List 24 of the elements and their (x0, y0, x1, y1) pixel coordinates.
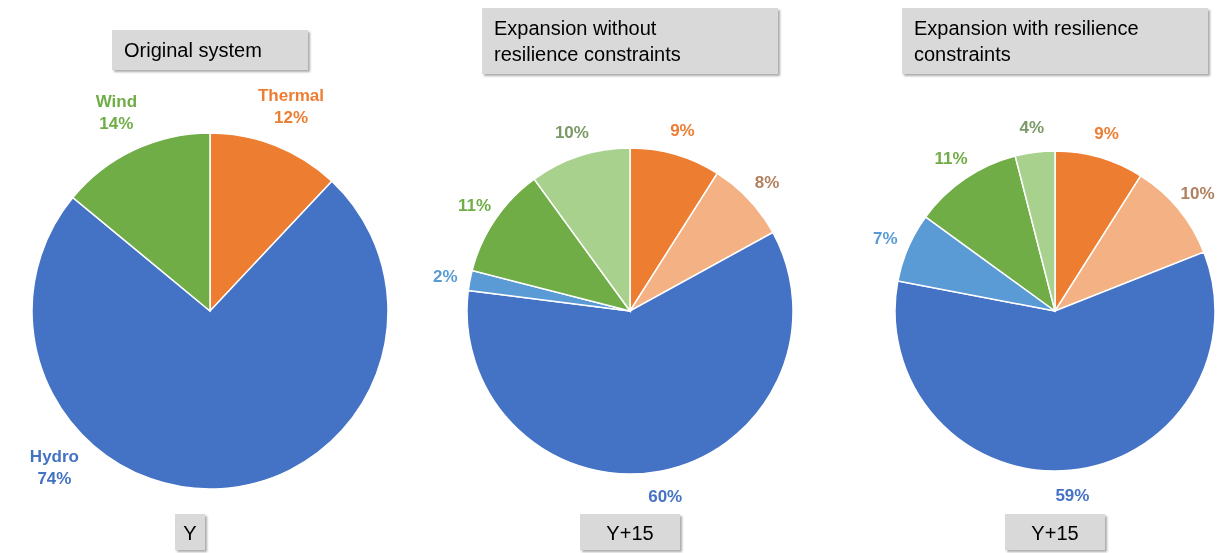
data-label: 14% (99, 113, 134, 133)
data-label: 8% (754, 173, 780, 193)
text: Y (183, 522, 197, 544)
data-label: 10% (554, 123, 589, 143)
data-label: 2% (433, 266, 458, 286)
slice-label: Thermal (257, 86, 325, 106)
data-label: 74% (37, 468, 72, 488)
slice-label: Wind (95, 91, 138, 111)
data-label: 59% (1055, 486, 1090, 506)
data-label: 11% (934, 148, 968, 168)
chart-title: Expansion without resilience constraints (494, 17, 681, 65)
text: Y+15 (1031, 522, 1079, 544)
data-label: 10% (1180, 184, 1215, 204)
data-label: 12% (273, 108, 308, 128)
text: Y+15 (606, 522, 654, 544)
data-label: 4% (1019, 118, 1045, 138)
data-label: 60% (648, 486, 683, 506)
slice-label: Hydro (29, 446, 79, 466)
data-label: 11% (457, 196, 492, 216)
data-label: 7% (872, 228, 898, 248)
chart-title: Expansion with resilience constraints (914, 17, 1139, 65)
chart-title: Original system (124, 39, 262, 61)
data-label: 9% (1094, 124, 1119, 144)
data-label: 9% (670, 121, 695, 141)
